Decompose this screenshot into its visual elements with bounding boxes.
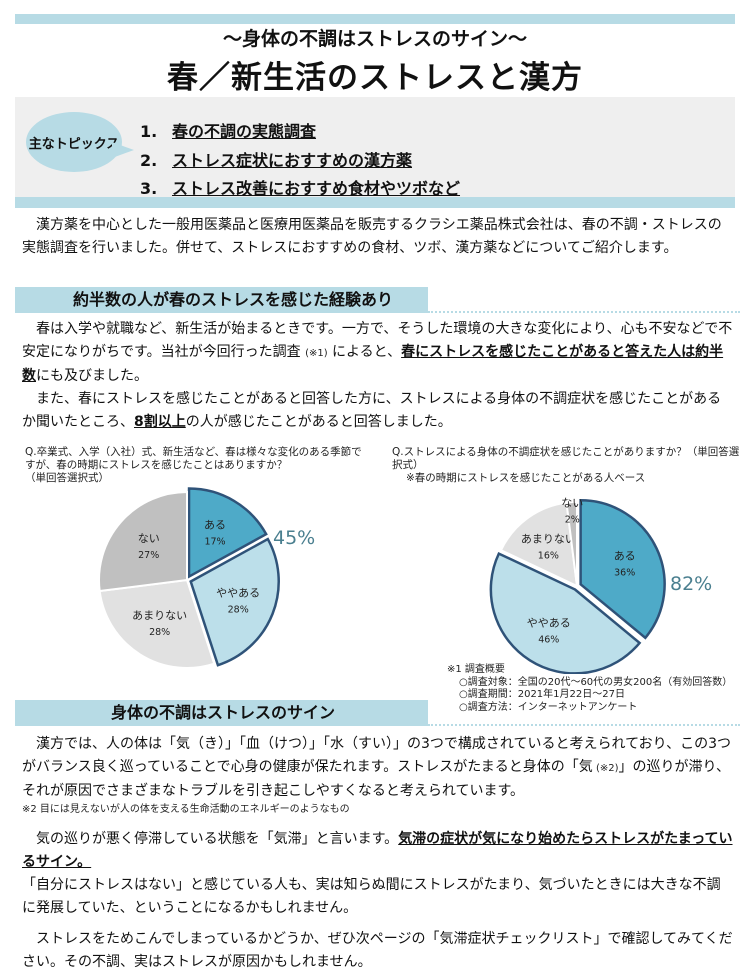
- slice-value-label: 17%: [204, 537, 225, 548]
- pie-slice-1: [187, 487, 268, 579]
- heading-dotted-line: [428, 311, 740, 313]
- text: 漢方では、人の体は「気（き）」「血（けつ）」「水（すい）」の3つで構成されている…: [22, 736, 731, 775]
- footnote-ref: (※1): [305, 348, 328, 359]
- highlight-total-label: 82%: [670, 573, 712, 595]
- topic-text: ストレス改善におすすめ食材やツボなど: [172, 179, 461, 198]
- chart1-subtitle: （単回答選択式）: [25, 472, 109, 484]
- section2-paragraph-3: ストレスをためこんでしまっているかどうか、ぜひ次ページの「気滞症状チェックリスト…: [22, 931, 733, 970]
- intro-paragraph: 漢方薬を中心とした一般用医薬品と医療用医薬品を販売するクラシエ薬品株式会社は、春…: [22, 217, 722, 256]
- chart2-title: Q.ストレスによる身体の不調症状を感じたことがありますか？（単回答選択式）: [392, 446, 740, 471]
- survey-note-line: ○調査方法：インターネットアンケート: [459, 701, 638, 713]
- slice-value-label: 27%: [138, 550, 159, 561]
- pie-chart-2: ある 36% ややある 46% あまりない 16% ない 2% 82%: [489, 497, 712, 674]
- topic-item: 1. 春の不調の実態調査: [140, 118, 316, 142]
- section1-paragraph-1: 春は入学や就職など、新生活が始まるときです。一方で、そうした環境の大きな変化によ…: [22, 318, 734, 388]
- slice-category-label: ある: [204, 519, 226, 532]
- highlight-total-label: 45%: [273, 527, 315, 549]
- pie-slice-3: [499, 501, 579, 588]
- chart1-title: Q.卒業式、入学（入社）式、新生活など、春は様々な変化のある季節ですが、春の時期…: [25, 446, 362, 471]
- survey-note-line: ○調査期間：2021年1月22日～27日: [459, 689, 625, 700]
- topics-divider: [15, 197, 735, 208]
- slice-value-label: 16%: [538, 551, 559, 562]
- section-heading: 約半数の人が春のストレスを感じた経験あり: [15, 287, 428, 313]
- topics-label: 主なトピックス: [28, 136, 120, 152]
- slice-category-label: ややある: [527, 617, 571, 630]
- section2-paragraph-2: 気の巡りが悪く停滞している状態を「気滞」と言います。気滞の症状が気になり始めたら…: [22, 828, 734, 920]
- text: 「自分にストレスはない」と感じている人も、実は知らぬ間にストレスがたまり、気づい…: [22, 877, 721, 916]
- pie-slice-3: [98, 578, 216, 669]
- slice-category-label: ない: [138, 532, 160, 545]
- slice-value-label: 28%: [228, 604, 249, 615]
- topic-text: 春の不調の実態調査: [172, 122, 317, 141]
- section2-body: 漢方では、人の体は「気（き）」「血（けつ）」「水（すい）」の3つで構成されている…: [22, 733, 734, 974]
- slice-value-label: 28%: [149, 627, 170, 638]
- survey-note-title: ※1 調査概要: [447, 664, 505, 675]
- survey-note: ※1 調査概要 ○調査対象：全国の20代～60代の男女200名（有効回答数） ○…: [447, 664, 732, 714]
- heading-dotted-line: [428, 724, 740, 726]
- pie-slice-1: [579, 499, 666, 640]
- pie-chart-1: ある 17% ややある 28% あまりない 28% ない 27% 45%: [98, 487, 315, 669]
- footnote-2: ※2 目には見えないが人の体を支える生命活動のエネルギーのようなもの: [22, 804, 350, 815]
- text: の人が感じたことがあると回答しました。: [185, 414, 452, 430]
- topic-number: 2.: [140, 151, 158, 170]
- text: 気の巡りが悪く停滞している状態を「気滞」と言います。: [36, 831, 399, 847]
- topic-number: 1.: [140, 122, 158, 141]
- text: 」の巡りが滞り、それが原因でさまざまなトラブルを引き起こしやすくなると考えられて…: [22, 759, 730, 799]
- slice-category-label: あまりない: [132, 609, 187, 622]
- slice-value-label: 2%: [565, 515, 580, 526]
- emphasis-text: 春にストレスを感じたことがあると答えた人は約半数: [22, 344, 724, 384]
- survey-note-line: ○調査対象：全国の20代～60代の男女200名（有効回答数）: [459, 676, 733, 688]
- pie-slice-4: [98, 490, 188, 593]
- text: にも及びました。: [36, 368, 148, 384]
- chart1-question: Q.卒業式、入学（入社）式、新生活など、春は様々な変化のある季節ですが、春の時期…: [25, 446, 370, 485]
- page-subtitle: ～身体の不調はストレスのサイン～: [222, 28, 527, 50]
- pie-slice-4: [565, 500, 578, 587]
- topics-box: [15, 97, 735, 197]
- topic-text: ストレス症状におすすめの漢方薬: [172, 151, 413, 170]
- chart2-subtitle: ※春の時期にストレスを感じたことがある人ベース: [406, 472, 646, 484]
- topic-number: 3.: [140, 179, 158, 198]
- emphasis-text: 気滞の症状が気になり始めたらストレスがたまっているサイン。: [22, 831, 733, 870]
- slice-category-label: ややある: [216, 586, 260, 599]
- section2-paragraph-1: 漢方では、人の体は「気（き）」「血（けつ）」「水（すい）」の3つで構成されている…: [22, 733, 734, 803]
- chart2-question: Q.ストレスによる身体の不調症状を感じたことがありますか？（単回答選択式） ※春の…: [392, 446, 746, 485]
- slice-value-label: 46%: [538, 635, 559, 646]
- pie-slice-2: [489, 551, 642, 674]
- slice-category-label: あまりない: [521, 533, 576, 546]
- text: によると、: [327, 344, 402, 360]
- footnote-ref: (※2): [592, 763, 619, 774]
- slice-category-label: ある: [614, 550, 636, 563]
- slice-category-label: ない: [561, 497, 583, 510]
- text: 春は入学や就職など、新生活が始まるときです。一方で、そうした環境の大きな変化によ…: [22, 321, 733, 360]
- section1-paragraph-2: また、春にストレスを感じたことがあると回答した方に、ストレスによる身体の不調症状…: [22, 388, 734, 434]
- topic-item: 3. ストレス改善におすすめ食材やツボなど: [140, 175, 460, 199]
- top-divider: [15, 14, 735, 24]
- topic-item: 2. ストレス症状におすすめの漢方薬: [140, 147, 412, 171]
- text: また、春にストレスを感じたことがあると回答した方に、ストレスによる身体の不調症状…: [22, 391, 722, 430]
- pie-slice-2: [189, 537, 280, 667]
- emphasis-text: 8割以上: [134, 414, 186, 430]
- page-title: 春／新生活のストレスと漢方: [167, 60, 583, 96]
- slice-value-label: 36%: [614, 568, 635, 579]
- section1-body: 春は入学や就職など、新生活が始まるときです。一方で、そうした環境の大きな変化によ…: [22, 318, 734, 434]
- section-heading: 身体の不調はストレスのサイン: [15, 700, 428, 726]
- topics-bubble: 主なトピックス: [26, 112, 134, 172]
